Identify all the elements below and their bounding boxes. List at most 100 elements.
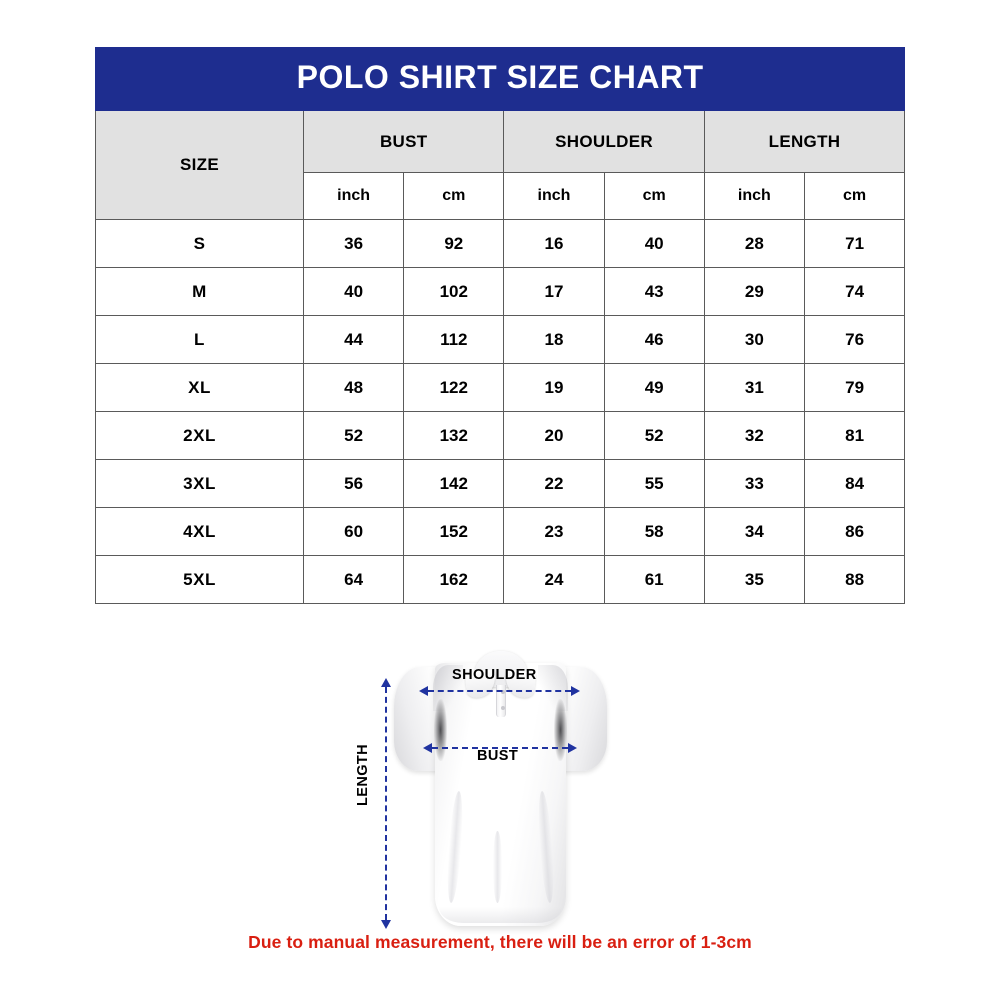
arrow-head-up-icon [381,678,391,687]
shirt-right-armhole-seam [554,699,567,761]
arrow-head-right-icon [568,743,577,753]
cell-shoulder-inch: 17 [503,267,605,316]
cell-shoulder-cm: 43 [603,267,705,316]
cell-bust-inch: 64 [302,555,405,604]
column-header-bust: BUST [302,110,505,173]
measurement-diagram: SHOULDER BUST LENGTH [0,628,1000,938]
cell-size: S [95,219,304,268]
polo-shirt-illustration [393,641,608,926]
cell-shoulder-inch: 22 [503,459,605,508]
cell-length-cm: 86 [803,507,906,556]
cell-bust-inch: 60 [302,507,405,556]
cell-size: M [95,267,304,316]
cell-shoulder-inch: 18 [503,315,605,364]
column-header-shoulder: SHOULDER [503,110,705,173]
unit-header-bust-cm: cm [403,172,505,220]
arrow-head-left-icon [423,743,432,753]
length-measurement-arrow [381,678,391,929]
shirt-button [500,706,505,710]
cell-length-cm: 76 [803,315,906,364]
cell-length-cm: 74 [803,267,906,316]
cell-length-cm: 71 [803,219,906,268]
unit-header-shoulder-cm: cm [603,172,705,220]
cell-bust-cm: 162 [403,555,505,604]
table-row: 5XL 64 162 24 61 35 88 [95,555,906,604]
shoulder-measurement-arrow [419,686,580,696]
cell-shoulder-cm: 52 [603,411,705,460]
table-row: 4XL 60 152 23 58 34 86 [95,507,906,556]
shirt-button-placket [496,685,506,717]
column-header-length: LENGTH [703,110,906,173]
measurement-label-shoulder: SHOULDER [452,667,537,683]
shirt-button [500,690,505,694]
cell-length-cm: 81 [803,411,906,460]
arrow-head-down-icon [381,920,391,929]
table-row: M 40 102 17 43 29 74 [95,267,906,316]
cell-shoulder-cm: 61 [603,555,705,604]
cell-bust-cm: 152 [403,507,505,556]
cell-bust-cm: 122 [403,363,505,412]
cell-size: 2XL [95,411,304,460]
cell-bust-inch: 56 [302,459,405,508]
cell-bust-inch: 36 [302,219,405,268]
table-row: 3XL 56 142 22 55 33 84 [95,459,906,508]
cell-shoulder-cm: 55 [603,459,705,508]
cell-bust-inch: 52 [302,411,405,460]
cell-length-inch: 32 [703,411,805,460]
measurement-label-length: LENGTH [355,743,371,806]
unit-header-bust-inch: inch [302,172,405,220]
table-row: L 44 112 18 46 30 76 [95,315,906,364]
cell-shoulder-cm: 40 [603,219,705,268]
cell-size: 4XL [95,507,304,556]
cell-size: XL [95,363,304,412]
table-group-header-row: SIZE BUST SHOULDER LENGTH [95,110,906,220]
table-title-row: POLO SHIRT SIZE CHART [94,47,906,111]
table-row: XL 48 122 19 49 31 79 [95,363,906,412]
cell-size: 3XL [95,459,304,508]
table-row: 2XL 52 132 20 52 32 81 [95,411,906,460]
measurement-disclaimer: Due to manual measurement, there will be… [248,932,752,952]
size-chart-table: POLO SHIRT SIZE CHART SIZE BUST SHOULDER… [94,47,906,604]
cell-bust-cm: 132 [403,411,505,460]
cell-shoulder-cm: 46 [603,315,705,364]
cell-size: L [95,315,304,364]
column-header-size: SIZE [95,110,304,220]
cell-length-inch: 30 [703,315,805,364]
page-title: POLO SHIRT SIZE CHART [94,47,906,111]
arrow-head-right-icon [571,686,580,696]
cell-shoulder-cm: 49 [603,363,705,412]
shirt-fabric-fold [493,831,502,903]
unit-header-length-inch: inch [703,172,805,220]
cell-length-inch: 35 [703,555,805,604]
cell-length-inch: 28 [703,219,805,268]
table-row: S 36 92 16 40 28 71 [95,219,906,268]
unit-header-length-cm: cm [803,172,906,220]
cell-bust-inch: 40 [302,267,405,316]
cell-shoulder-inch: 16 [503,219,605,268]
cell-length-cm: 79 [803,363,906,412]
cell-bust-cm: 92 [403,219,505,268]
cell-length-inch: 33 [703,459,805,508]
cell-shoulder-cm: 58 [603,507,705,556]
cell-bust-cm: 112 [403,315,505,364]
cell-shoulder-inch: 20 [503,411,605,460]
cell-length-inch: 29 [703,267,805,316]
cell-bust-cm: 102 [403,267,505,316]
cell-shoulder-inch: 19 [503,363,605,412]
cell-length-cm: 84 [803,459,906,508]
cell-bust-cm: 142 [403,459,505,508]
arrow-head-left-icon [419,686,428,696]
cell-shoulder-inch: 23 [503,507,605,556]
measurement-label-bust: BUST [477,748,519,764]
unit-header-shoulder-inch: inch [503,172,605,220]
cell-length-inch: 34 [703,507,805,556]
cell-length-cm: 88 [803,555,906,604]
cell-bust-inch: 44 [302,315,405,364]
table-unit-header-row: inch cm inch cm inch cm [96,172,906,220]
shirt-left-armhole-seam [434,699,447,761]
bust-measurement-arrow [423,743,577,753]
cell-size: 5XL [95,555,304,604]
cell-bust-inch: 48 [302,363,405,412]
cell-length-inch: 31 [703,363,805,412]
